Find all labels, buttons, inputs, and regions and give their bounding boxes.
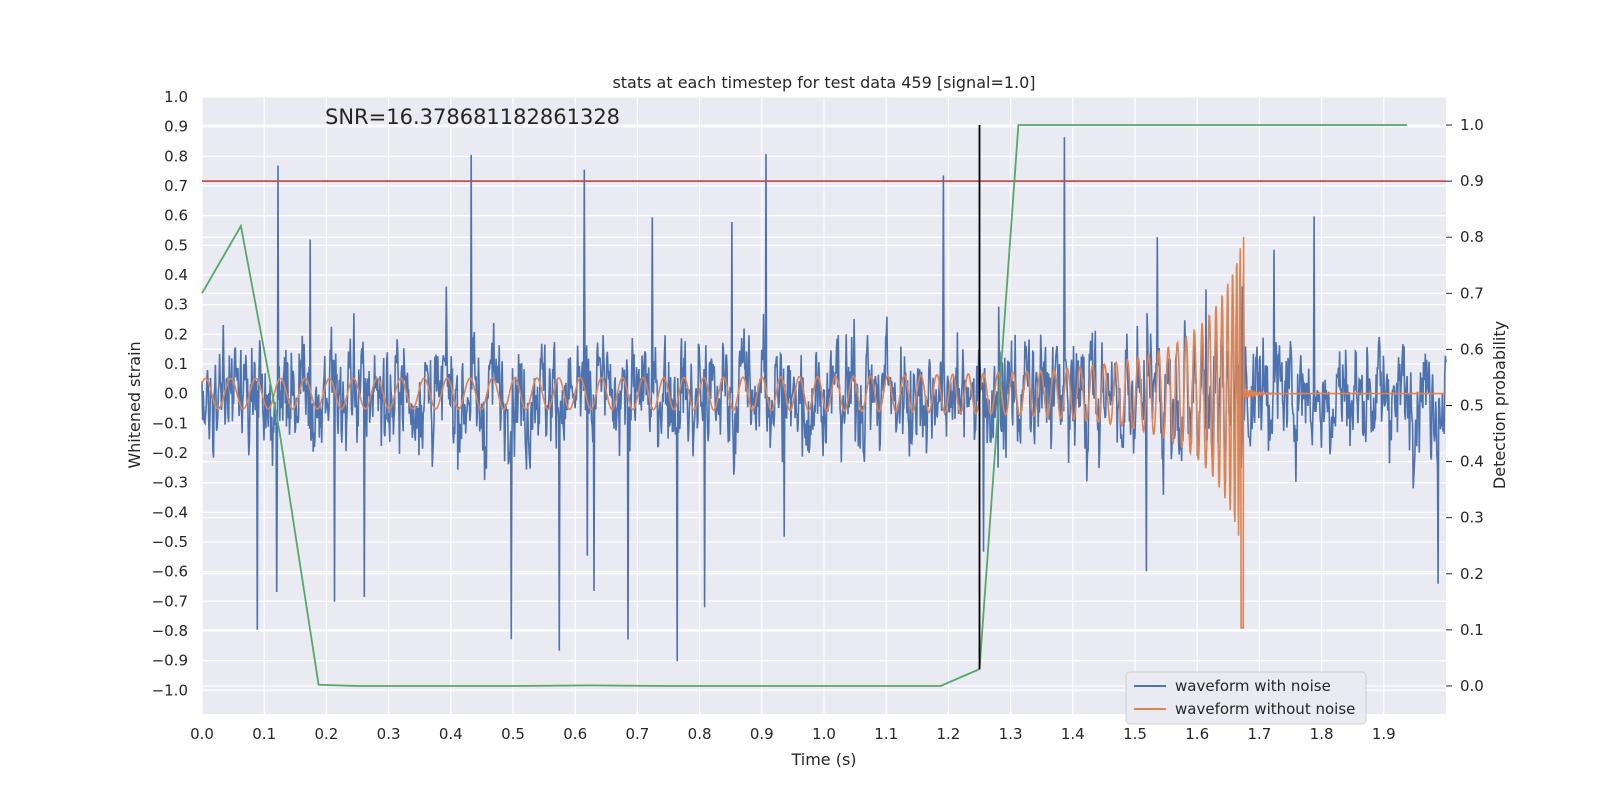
y-left-tick-label: −0.8: [152, 622, 188, 640]
x-tick-label: 1.7: [1247, 725, 1271, 743]
y-right-tick-label: 0.0: [1460, 677, 1484, 695]
y-right-tick-label: 0.3: [1460, 509, 1484, 527]
y-left-tick-label: −1.0: [152, 681, 188, 699]
y-right-tick-label: 1.0: [1460, 116, 1484, 134]
x-tick-label: 0.8: [688, 725, 712, 743]
y-left-tick-label: −0.1: [152, 414, 188, 432]
y-left-tick-label: −0.7: [152, 592, 188, 610]
y-right-tick-label: 0.1: [1460, 621, 1484, 639]
y-right-tick-label: 0.7: [1460, 284, 1484, 302]
y-left-tick-label: 0.1: [164, 355, 188, 373]
y-left-axis-ticks: 1.0 0.9 0.8 0.7 0.6 0.5 0.4 0.3 0.2 0.1 0.0 −0.1 −0.…: [152, 88, 188, 699]
x-tick-label: 0.9: [750, 725, 774, 743]
x-tick-label: 1.2: [936, 725, 960, 743]
y-left-tick-label: 0.6: [164, 207, 188, 225]
y-left-tick-label: 0.8: [164, 147, 188, 165]
x-tick-label: 1.3: [999, 725, 1023, 743]
legend-label-clean: waveform without noise: [1175, 700, 1355, 718]
y-left-tick-label: −0.9: [152, 652, 188, 670]
y-right-tick-label: 0.4: [1460, 453, 1484, 471]
y-left-tick-label: 0.0: [164, 385, 188, 403]
snr-annotation: SNR=16.378681182861328: [325, 105, 620, 129]
x-tick-label: 0.6: [563, 725, 587, 743]
x-axis-label: Time (s): [790, 750, 856, 769]
y-left-tick-label: 0.9: [164, 118, 188, 136]
y-left-tick-label: 0.2: [164, 325, 188, 343]
legend: waveform with noise waveform without noi…: [1125, 671, 1367, 725]
y-right-tick-label: 0.6: [1460, 340, 1484, 358]
x-tick-label: 0.2: [314, 725, 338, 743]
x-tick-label: 0.4: [439, 725, 463, 743]
waveform-without-noise-line: [201, 236, 1446, 629]
y-left-tick-label: −0.4: [152, 503, 188, 521]
y-left-tick-label: 0.4: [164, 266, 188, 284]
y-left-tick-label: 0.5: [164, 236, 188, 254]
x-tick-label: 1.4: [1061, 725, 1085, 743]
x-tick-label: 0.5: [501, 725, 525, 743]
x-tick-label: 1.8: [1310, 725, 1334, 743]
x-tick-label: 0.1: [252, 725, 276, 743]
y-right-tick-label: 0.5: [1460, 397, 1484, 415]
y-left-tick-label: −0.3: [152, 474, 188, 492]
x-tick-label: 1.6: [1185, 725, 1209, 743]
x-tick-label: 0.7: [625, 725, 649, 743]
y-left-axis-label: Whitened strain: [125, 341, 144, 468]
x-axis-ticks: 0.0 0.1 0.2 0.3 0.4 0.5 0.6 0.7 0.8 0.9 1.0 1.1 1.2 1…: [190, 725, 1396, 743]
x-tick-label: 0.3: [377, 725, 401, 743]
legend-box: [1125, 671, 1367, 725]
y-left-tick-label: 1.0: [164, 88, 188, 106]
y-right-tick-label: 0.2: [1460, 565, 1484, 583]
y-left-tick-label: −0.2: [152, 444, 188, 462]
y-right-tick-label: 0.8: [1460, 228, 1484, 246]
y-left-tick-label: −0.5: [152, 533, 188, 551]
y-right-axis-ticks: 1.0 0.9 0.8 0.7 0.6 0.5 0.4 0.3 0.2 0.1 0.0: [1446, 116, 1484, 695]
x-tick-label: 0.0: [190, 725, 214, 743]
legend-label-noise: waveform with noise: [1175, 677, 1331, 695]
x-tick-label: 1.5: [1123, 725, 1147, 743]
x-tick-label: 1.0: [812, 725, 836, 743]
x-tick-label: 1.1: [874, 725, 898, 743]
y-left-tick-label: −0.6: [152, 563, 188, 581]
chart-title: stats at each timestep for test data 459…: [612, 73, 1035, 92]
y-right-axis-label: Detection probability: [1490, 321, 1509, 489]
y-left-tick-label: 0.3: [164, 296, 188, 314]
series-waveform-without-noise: [201, 236, 1446, 629]
x-tick-label: 1.9: [1372, 725, 1396, 743]
y-left-tick-label: 0.7: [164, 177, 188, 195]
y-right-tick-label: 0.9: [1460, 172, 1484, 190]
